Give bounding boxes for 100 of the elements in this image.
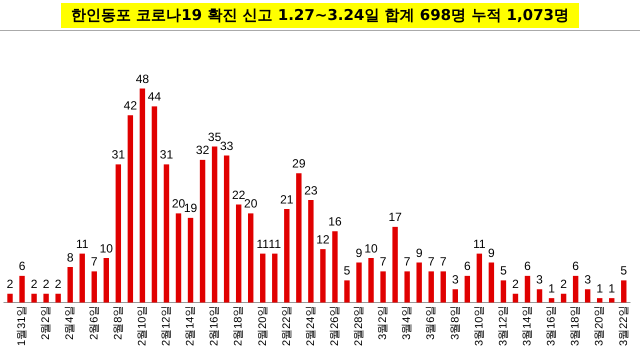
x-tick-label: 2월12일 (160, 306, 172, 346)
bar (200, 160, 206, 303)
bar (55, 294, 61, 303)
data-label: 8 (66, 250, 74, 264)
data-label: 7 (380, 254, 387, 269)
data-label: 2 (42, 277, 50, 292)
bar (284, 208, 290, 303)
data-label: 1 (596, 282, 604, 296)
bar (188, 218, 194, 303)
data-label: 22 (232, 188, 246, 202)
data-label: 23 (304, 183, 318, 198)
x-tick-label: 2월18일 (232, 306, 245, 346)
data-label: 48 (136, 72, 150, 86)
data-label: 5 (344, 264, 351, 278)
x-tick-label: 3월12일 (497, 306, 510, 346)
data-label: 9 (488, 246, 496, 260)
bar (344, 280, 350, 303)
bar (560, 294, 566, 303)
data-label: 11 (256, 236, 270, 251)
x-tick-label: 2월6일 (88, 306, 100, 340)
x-tick-label: 3월10일 (473, 306, 486, 346)
data-label: 20 (172, 196, 186, 211)
bar (621, 280, 626, 303)
bar (428, 271, 434, 303)
data-label: 2 (512, 277, 520, 292)
bar (452, 289, 458, 303)
data-label: 3 (452, 272, 459, 287)
data-label: 35 (208, 130, 222, 144)
bar (260, 254, 266, 303)
data-label: 44 (148, 90, 162, 104)
bar (7, 294, 13, 303)
x-tick-label: 3월16일 (546, 306, 558, 346)
data-label: 7 (90, 254, 98, 269)
bar (536, 289, 542, 303)
data-label: 11 (76, 236, 89, 251)
bar (380, 271, 386, 303)
bar (31, 294, 37, 303)
bar (572, 276, 578, 303)
x-tick-label: 2월26일 (328, 306, 341, 346)
bar (92, 271, 97, 303)
x-tick-label: 1월31일 (16, 306, 28, 346)
bar (248, 213, 254, 303)
x-tick-label: 3월4일 (401, 306, 414, 340)
bar (67, 266, 73, 303)
bar (488, 262, 494, 303)
data-label: 21 (280, 192, 294, 206)
data-label: 31 (160, 148, 174, 162)
bar (464, 276, 470, 303)
data-label: 33 (220, 138, 234, 153)
data-label: 10 (364, 241, 378, 256)
x-tick-label: 3월20일 (594, 306, 606, 346)
data-label: 1 (548, 282, 556, 296)
data-label: 9 (416, 246, 423, 260)
bar (368, 258, 374, 303)
bar (152, 106, 158, 303)
data-label: 16 (328, 214, 342, 229)
data-label: 3 (584, 272, 592, 287)
x-tick-label: 3월18일 (570, 306, 582, 346)
bar (116, 164, 122, 303)
bar (332, 231, 338, 303)
data-label: 6 (524, 259, 532, 274)
bar (272, 254, 278, 303)
bar (19, 276, 25, 303)
bar (296, 173, 302, 303)
data-label: 5 (500, 264, 508, 278)
data-label: 17 (388, 210, 402, 224)
data-label: 42 (124, 98, 138, 113)
data-label: 2 (6, 277, 14, 292)
data-label: 7 (404, 254, 411, 269)
data-label: 7 (428, 254, 435, 269)
bar (236, 204, 242, 303)
data-label: 6 (572, 259, 580, 274)
bar (512, 294, 518, 303)
bar (356, 262, 362, 303)
x-tick-label: 2월10일 (136, 306, 148, 346)
bar (500, 280, 506, 303)
x-tick-label: 3월2일 (377, 306, 390, 340)
data-label: 31 (112, 148, 126, 162)
bar (584, 289, 590, 303)
bar (176, 213, 182, 303)
bar (524, 276, 530, 303)
bar (128, 115, 134, 303)
x-tick-label: 3월6일 (425, 306, 438, 340)
x-tick-label: 2월16일 (208, 306, 221, 346)
data-label: 11 (473, 236, 486, 251)
bar (548, 298, 554, 303)
data-label: 6 (464, 259, 471, 274)
bar (609, 298, 614, 303)
x-tick-label: 3월14일 (522, 306, 534, 346)
data-label: 3 (536, 272, 544, 287)
chart-title: 한인동포 코로나19 확진 신고 1.27~3.24일 합계 698명 누적 1,073명 (61, 2, 579, 28)
bar (320, 249, 326, 303)
x-tick-label: 2월20일 (256, 306, 269, 346)
x-tick-label: 2월4일 (64, 306, 76, 340)
bar (104, 258, 109, 303)
data-label: 2 (54, 277, 62, 292)
x-tick-label: 2월28일 (353, 306, 366, 346)
bar (308, 200, 314, 303)
x-tick-label: 2월24일 (304, 306, 317, 346)
bar (43, 294, 49, 303)
